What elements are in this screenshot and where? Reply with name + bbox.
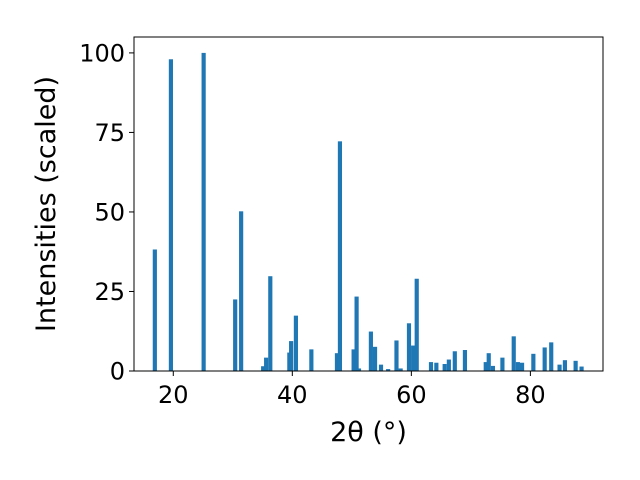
bar [356,368,362,371]
bar [557,364,562,371]
bar [490,365,495,371]
bar [414,278,419,371]
bar [483,362,488,371]
bar [531,353,536,371]
bar [579,366,584,371]
bar [239,211,244,371]
y-tick-label: 75 [94,119,125,147]
bar [268,276,273,371]
x-axis-label: 2θ (°) [330,417,407,448]
bar [337,141,343,371]
plot-frame [133,36,604,372]
bar [428,362,434,371]
bars-group [152,52,584,372]
bar [233,299,238,371]
bar [446,359,451,371]
bar [378,364,384,371]
bar [264,357,269,371]
x-tick-label: 60 [396,381,427,409]
y-axis-ticks: 0 25 50 75 100 [79,39,134,386]
bar [334,353,340,371]
bar [411,345,416,371]
y-tick-label: 100 [79,39,125,67]
x-tick-label: 80 [515,381,546,409]
bar [519,362,525,371]
bar [152,249,157,371]
bar [511,336,516,371]
bar [452,351,457,371]
bar [293,315,298,371]
bar [201,52,206,372]
bar [462,350,468,371]
bar [486,353,491,371]
y-tick-label: 50 [94,198,125,226]
bar [515,362,520,371]
bar [406,323,412,371]
y-tick-label: 0 [110,358,125,386]
x-tick-label: 40 [277,381,308,409]
bar [542,347,547,371]
bar [562,360,567,371]
bar [394,340,399,371]
bar [289,341,294,371]
x-tick-label: 20 [158,381,189,409]
y-tick-label: 25 [94,278,125,306]
bar [368,331,373,371]
bar [386,369,391,371]
bar [573,360,578,371]
bar [500,357,505,371]
bar [434,362,439,371]
bar [372,346,378,371]
bar [168,59,173,372]
y-axis-label: Intensities (scaled) [31,76,62,332]
bar [351,349,356,371]
bar [261,366,266,371]
x-axis-ticks: 20 40 60 80 [158,371,546,409]
bar [442,364,447,371]
bar [309,349,314,371]
bar [354,296,359,371]
bar [398,368,403,371]
bar [549,342,554,371]
